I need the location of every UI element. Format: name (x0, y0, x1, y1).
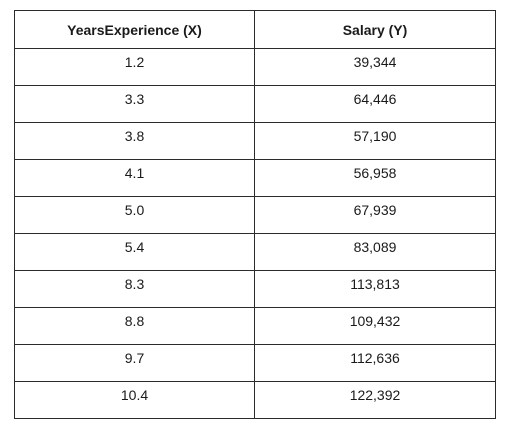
table-row: 1.2 39,344 (14, 48, 496, 86)
cell-salary: 39,344 (254, 48, 496, 86)
cell-years-experience: 9.7 (14, 344, 255, 382)
table-header-row: YearsExperience (X) Salary (Y) (14, 10, 496, 49)
cell-years-experience: 3.8 (14, 122, 255, 160)
cell-salary: 109,432 (254, 307, 496, 345)
column-header-salary: Salary (Y) (254, 10, 496, 49)
table-row: 3.3 64,446 (14, 85, 496, 123)
cell-years-experience: 10.4 (14, 381, 255, 419)
table-row: 5.0 67,939 (14, 196, 496, 234)
cell-salary: 113,813 (254, 270, 496, 308)
cell-salary: 56,958 (254, 159, 496, 197)
column-header-years-experience: YearsExperience (X) (14, 10, 255, 49)
cell-years-experience: 5.0 (14, 196, 255, 234)
table-row: 8.3 113,813 (14, 270, 496, 308)
table-row: 8.8 109,432 (14, 307, 496, 345)
cell-years-experience: 4.1 (14, 159, 255, 197)
cell-salary: 67,939 (254, 196, 496, 234)
cell-years-experience: 8.8 (14, 307, 255, 345)
table-row: 10.4 122,392 (14, 381, 496, 419)
cell-years-experience: 3.3 (14, 85, 255, 123)
cell-salary: 122,392 (254, 381, 496, 419)
cell-years-experience: 5.4 (14, 233, 255, 271)
cell-salary: 83,089 (254, 233, 496, 271)
table-row: 5.4 83,089 (14, 233, 496, 271)
cell-years-experience: 1.2 (14, 48, 255, 86)
table-row: 4.1 56,958 (14, 159, 496, 197)
table-row: 9.7 112,636 (14, 344, 496, 382)
cell-years-experience: 8.3 (14, 270, 255, 308)
cell-salary: 112,636 (254, 344, 496, 382)
table-row: 3.8 57,190 (14, 122, 496, 160)
salary-data-table: YearsExperience (X) Salary (Y) 1.2 39,34… (14, 10, 496, 419)
cell-salary: 57,190 (254, 122, 496, 160)
cell-salary: 64,446 (254, 85, 496, 123)
